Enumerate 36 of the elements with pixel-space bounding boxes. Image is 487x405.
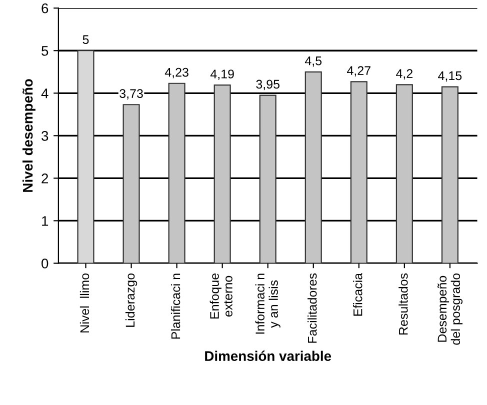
- x-tick-label: Nivel llimo: [80, 273, 90, 332]
- y-axis-title: Nivel desempeño: [22, 79, 36, 192]
- bar: [304, 71, 322, 264]
- x-tick-label: Resultados: [398, 273, 408, 334]
- data-label: 3,95: [256, 80, 280, 90]
- data-label: 4,19: [210, 70, 234, 80]
- bar: [396, 84, 413, 264]
- data-label: 4,23: [164, 68, 188, 78]
- y-tick-label: 0: [42, 258, 48, 268]
- x-tick-label: Planificaci n: [170, 274, 180, 339]
- x-axis-title: Dimensión variable: [205, 350, 332, 361]
- y-tick-label: 2: [42, 174, 48, 184]
- data-label: 3,73: [120, 89, 143, 100]
- bar: [441, 86, 458, 264]
- data-label: 4,15: [438, 71, 462, 82]
- x-tick-label: Enfoque externo: [210, 274, 232, 319]
- bar: [259, 94, 276, 264]
- bar: [214, 84, 231, 264]
- y-tick-label: 1: [42, 216, 48, 226]
- x-tick-label: Informaci n y an lisis: [255, 274, 280, 334]
- x-tick-label: Eficacia: [353, 272, 362, 316]
- x-tick-label: Desempeño del posgrado: [437, 273, 463, 345]
- y-tick-label: 3: [42, 131, 48, 141]
- y-tick-label: 5: [42, 46, 48, 56]
- y-tick-label: 6: [42, 3, 48, 14]
- data-label: 4,2: [396, 69, 412, 80]
- y-tick-label: 4: [41, 88, 48, 98]
- data-label: 4,5: [304, 56, 322, 67]
- bar: [168, 82, 186, 264]
- bar: [77, 50, 94, 264]
- data-label: 5: [82, 35, 89, 44]
- data-label: 4,27: [347, 66, 370, 77]
- bar: [350, 81, 368, 264]
- x-tick-label: Liderazgo: [125, 273, 138, 327]
- x-tick-label: Facilitadores: [308, 273, 317, 343]
- bar: [122, 104, 140, 264]
